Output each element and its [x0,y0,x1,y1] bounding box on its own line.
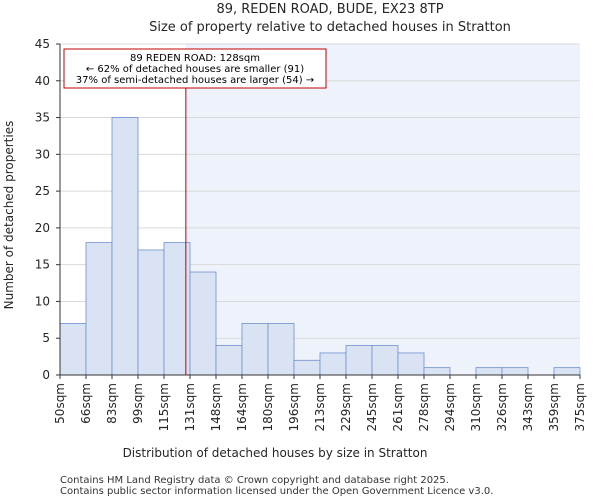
x-tick-label: 229sqm [339,383,353,431]
x-tick-label: 66sqm [79,383,93,424]
y-tick-label: 40 [35,74,50,88]
y-tick-label: 30 [35,147,50,161]
y-tick-label: 15 [35,258,50,272]
x-tick-label: 50sqm [53,383,67,424]
x-tick-label: 278sqm [417,383,431,431]
bar [189,271,217,376]
bar [85,242,113,376]
bars [59,117,581,376]
annotation-line3: 37% of semi-detached houses are larger (… [76,75,314,86]
y-tick-label: 10 [35,294,50,308]
annotation-line1: 89 REDEN ROAD: 128sqm [130,53,260,64]
x-ticks: 50sqm 66sqm 83sqm 99sqm 115sqm 131sqm 148sqm 16… [53,375,587,431]
y-ticks: 0 5 10 15 20 25 30 35 40 45 [35,37,60,382]
x-tick-label: 164sqm [235,383,249,431]
chart-subtitle: Size of property relative to detached ho… [149,20,511,35]
x-tick-label: 213sqm [313,383,327,431]
x-tick-label: 261sqm [391,383,405,431]
x-tick-label: 294sqm [443,383,457,431]
highlight-region [185,44,580,375]
x-tick-label: 326sqm [495,383,509,431]
x-tick-label: 180sqm [261,383,275,431]
bar [59,323,87,376]
footer-line1: Contains HM Land Registry data © Crown c… [60,475,449,486]
chart-title: 89, REDEN ROAD, BUDE, EX23 8TP [216,2,443,17]
y-tick-label: 35 [35,111,50,125]
bar [371,345,399,376]
bar [215,345,243,376]
y-tick-label: 20 [35,221,50,235]
bar [501,367,529,376]
x-tick-label: 375sqm [573,383,587,431]
y-tick-label: 25 [35,184,50,198]
bar [423,367,451,376]
y-tick-label: 0 [42,368,50,382]
x-axis-label: Distribution of detached houses by size … [123,446,428,460]
y-axis-label: Number of detached properties [2,121,16,310]
x-tick-label: 343sqm [521,383,535,431]
y-tick-label: 45 [35,37,50,51]
bar [267,323,295,376]
x-tick-label: 115sqm [157,383,171,431]
bar [345,345,373,376]
x-tick-label: 196sqm [287,383,301,431]
bar [475,367,503,376]
x-tick-label: 148sqm [209,383,223,431]
footer-line2: Contains public sector information licen… [60,486,493,497]
x-tick-label: 310sqm [469,383,483,431]
annotation-box [63,48,327,89]
y-tick-label: 5 [42,331,50,345]
bar [293,359,321,376]
x-tick-label: 359sqm [547,383,561,431]
x-tick-label: 99sqm [131,383,145,424]
bar [111,117,139,376]
x-tick-label: 245sqm [365,383,379,431]
bar [397,352,425,376]
x-tick-label: 131sqm [183,383,197,431]
bar [241,323,269,376]
annotation-line2: ← 62% of detached houses are smaller (91… [86,64,304,75]
bar [319,352,347,376]
bar [553,367,581,376]
x-tick-label: 83sqm [105,383,119,424]
bar [137,249,165,376]
